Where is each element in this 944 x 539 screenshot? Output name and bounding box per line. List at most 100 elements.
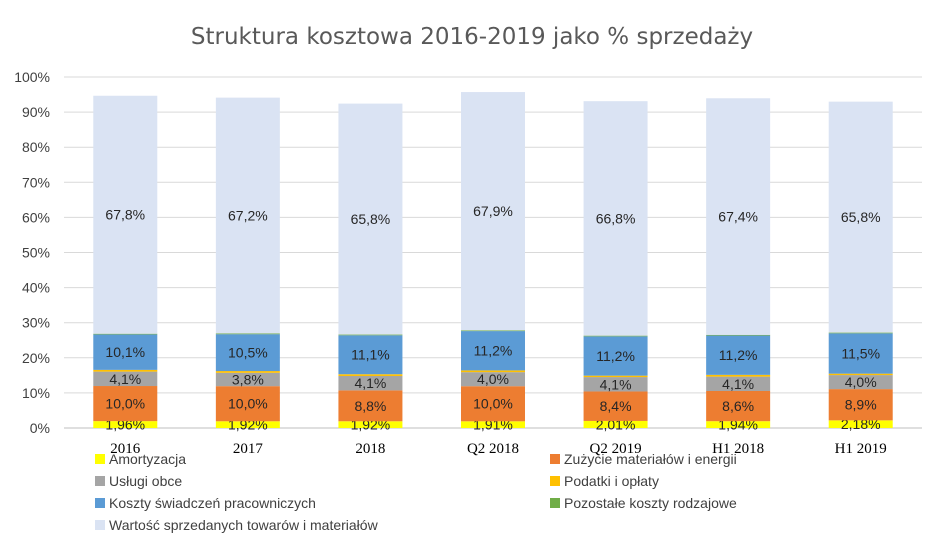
y-tick-label: 40% [22,280,50,296]
bar-segment-koszty-swiadczen-pracowniczych [93,334,158,370]
legend-label: Pozostałe koszty rodzajowe [564,495,737,511]
x-axis: 2016 2017 2018 Q2 2018 Q2 2019 H1 2018 H1 2019 [110,441,886,457]
bar-segment-pozostale-koszty-rodzajowe [828,332,893,334]
bar-segment-pozostale-koszty-rodzajowe [461,330,525,332]
bar-segment-amortyzacja [461,421,525,428]
data-label: 11,2% [474,343,513,359]
bar-segment-koszty-swiadczen-pracowniczych [583,336,648,376]
data-label: 10,0% [228,396,268,412]
bar-segment-amortyzacja [93,421,158,428]
bar-segment-podatki-i-oplaty [706,374,771,377]
bar-stack-q2-2018: 1,91%10,0%4,0%11,2%67,9% [461,92,525,433]
bar-segment-pozostale-koszty-rodzajowe [338,334,403,336]
x-tick-label: Q2 2019 [590,441,642,457]
bar-segment-wartosc-sprzedanych-towarow-i-materialow [93,95,158,334]
x-tick-label: 2017 [233,441,264,457]
data-label: 8,9% [845,397,877,413]
data-label: 11,1% [351,347,390,363]
bar-stack-q2-2019: 2,01%8,4%4,1%11,2%66,8% [583,101,648,432]
y-tick-label: 80% [22,139,50,155]
bar-segment-zuzycie-materialow-i-energii [583,391,648,421]
bar-segment-koszty-swiadczen-pracowniczych [215,334,280,372]
y-tick-label: 70% [22,174,50,190]
data-label: 65,8% [351,211,391,227]
data-label: 3,8% [232,371,264,387]
legend-label: Usługi obce [109,473,182,489]
bar-segment-wartosc-sprzedanych-towarow-i-materialow [338,103,403,335]
data-label: 67,2% [228,208,268,224]
bar-segment-koszty-swiadczen-pracowniczych [338,335,403,375]
bar-segment-podatki-i-oplaty [828,373,893,376]
y-tick-label: 0% [30,420,50,436]
bar-segment-zuzycie-materialow-i-energii [93,386,158,422]
bar-segment-pozostale-koszty-rodzajowe [215,333,280,335]
bar-segment-wartosc-sprzedanych-towarow-i-materialow [706,98,771,335]
bar-segment-podatki-i-oplaty [93,369,158,372]
data-label: 10,0% [105,396,145,412]
legend-swatch [550,498,560,508]
bar-segment-zuzycie-materialow-i-energii [706,391,771,422]
bar-segment-zuzycie-materialow-i-energii [828,389,893,421]
y-tick-label: 60% [22,209,50,225]
data-label: 66,8% [596,210,636,226]
bar-segment-koszty-swiadczen-pracowniczych [706,335,771,375]
bar-stack-2016: 1,96%10,0%4,1%10,1%67,8% [93,95,158,433]
data-label: 4,0% [845,374,877,390]
bar-segment-uslugi-obce [93,371,158,387]
legend-label: Podatki i opłaty [564,473,659,489]
legend-label: Amortyzacja [109,451,186,467]
legend-label: Koszty świadczeń pracowniczych [109,495,316,511]
bar-segment-amortyzacja [583,420,648,428]
bar-segment-wartosc-sprzedanych-towarow-i-materialow [828,101,893,333]
legend-swatch [550,476,560,486]
legend-item-amortyzacja: Amortyzacja [95,451,186,467]
bar-segment-pozostale-koszty-rodzajowe [93,333,158,335]
bar-segment-podatki-i-oplaty [461,370,525,373]
bar-segment-uslugi-obce [583,377,648,392]
bar-segment-uslugi-obce [461,372,525,387]
chart-title: Struktura kosztowa 2016-2019 jako % sprz… [191,24,753,50]
legend-item-podatki-i-oplaty: Podatki i opłaty [550,473,659,489]
data-label: 4,1% [109,371,141,387]
bar-segment-amortyzacja [338,421,403,428]
bar-segment-uslugi-obce [706,376,771,392]
bar-segment-koszty-swiadczen-pracowniczych [461,331,525,371]
bar-stack-2018: 1,92%8,8%4,1%11,1%65,8% [338,103,403,433]
data-label: 11,2% [596,348,635,364]
data-label: 8,6% [722,398,754,414]
bar-segment-pozostale-koszty-rodzajowe [706,334,771,336]
bar-segment-uslugi-obce [338,375,403,391]
bar-segment-podatki-i-oplaty [215,371,280,373]
data-label: 8,8% [354,398,386,414]
x-tick-label: H1 2019 [835,441,887,457]
bar-segment-podatki-i-oplaty [338,374,403,376]
bar-segment-uslugi-obce [215,372,280,387]
y-tick-label: 90% [22,104,50,120]
y-axis: 0% 10% 20% 30% 40% 50% 60% 70% 80% 90% 100% [14,69,50,436]
x-tick-label: 2016 [110,441,141,457]
data-label: 4,1% [354,375,386,391]
bar-segment-amortyzacja [706,421,771,428]
bar-segment-zuzycie-materialow-i-energii [461,386,525,422]
data-label: 10,1% [105,344,145,360]
bar-segment-wartosc-sprzedanych-towarow-i-materialow [461,92,525,331]
data-label: 67,9% [473,203,513,219]
data-label: 67,8% [105,207,145,223]
legend-swatch [95,454,105,464]
data-label: 4,0% [477,371,509,387]
legend: Amortyzacja Zużycie materiałów i energii U… [95,451,737,533]
bar-segment-wartosc-sprzedanych-towarow-i-materialow [583,101,648,336]
bar-segment-koszty-swiadczen-pracowniczych [828,333,893,374]
legend-label: Wartość sprzedanych towarów i materiałów [109,517,379,533]
bar-stack-h1-2019: 2,18%8,9%4,0%11,5%65,8% [828,101,893,432]
bar-segment-zuzycie-materialow-i-energii [338,390,403,422]
data-label: 10,0% [473,396,513,412]
bar-segment-amortyzacja [828,420,893,428]
y-tick-label: 100% [14,69,50,85]
bar-stack-2017: 1,92%10,0%3,8%10,5%67,2% [215,97,280,433]
bar-segment-wartosc-sprzedanych-towarow-i-materialow [215,97,280,334]
bar-segment-pozostale-koszty-rodzajowe [583,335,648,337]
legend-item-uslugi-obce: Usługi obce [95,473,182,489]
bar-segment-zuzycie-materialow-i-energii [215,386,280,422]
